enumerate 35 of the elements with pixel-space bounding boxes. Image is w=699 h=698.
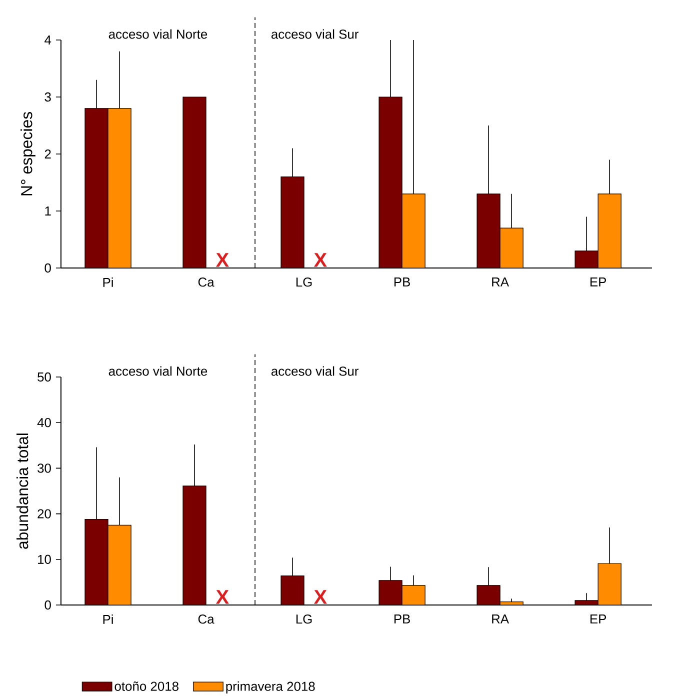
x-tick-label: Pi — [103, 614, 113, 624]
x-tick-label: RA — [492, 278, 510, 286]
y-tick-label: 10 — [38, 554, 51, 564]
y-tick-label: 2 — [44, 149, 51, 159]
y-tick-label: 1 — [45, 206, 51, 216]
text: acceso vial Sur — [271, 29, 358, 39]
x-tick-label: EP — [590, 278, 606, 286]
y-axis-title: N° especies — [20, 112, 36, 196]
annotation: X — [314, 253, 327, 267]
y-tick-label: 3 — [44, 92, 51, 102]
y-tick-label: 4 — [44, 36, 52, 44]
text: acceso vial Norte — [108, 366, 208, 376]
x-tick-label: EP — [590, 614, 606, 624]
x-tick-label: PB — [394, 614, 410, 624]
y-tick-label: 40 — [37, 418, 51, 428]
x-tick-label: Pi — [103, 278, 113, 287]
legend-label: primavera 2018 — [226, 681, 315, 694]
x-tick-label: Ca — [198, 278, 214, 287]
text: acceso vial Norte — [108, 29, 208, 39]
text: acceso vial Sur — [271, 366, 358, 376]
x-tick-label: Ca — [198, 614, 214, 624]
annotation: X — [216, 253, 229, 267]
y-tick-label: 20 — [38, 509, 51, 518]
y-tick-label: 30 — [38, 464, 51, 473]
annotation: X — [314, 590, 327, 604]
y-tick-label: 50 — [38, 372, 51, 382]
x-tick-label: LG — [296, 614, 312, 624]
y-tick-label: 0 — [44, 263, 51, 273]
x-tick-label: LG — [296, 278, 312, 287]
x-tick-label: RA — [492, 614, 510, 624]
y-axis-title: abundancia total — [16, 434, 28, 549]
x-tick-label: PB — [394, 278, 410, 286]
y-tick-label: 0 — [44, 600, 51, 610]
legend-label: otoño 2018 — [114, 681, 178, 691]
annotation: X — [216, 590, 229, 604]
